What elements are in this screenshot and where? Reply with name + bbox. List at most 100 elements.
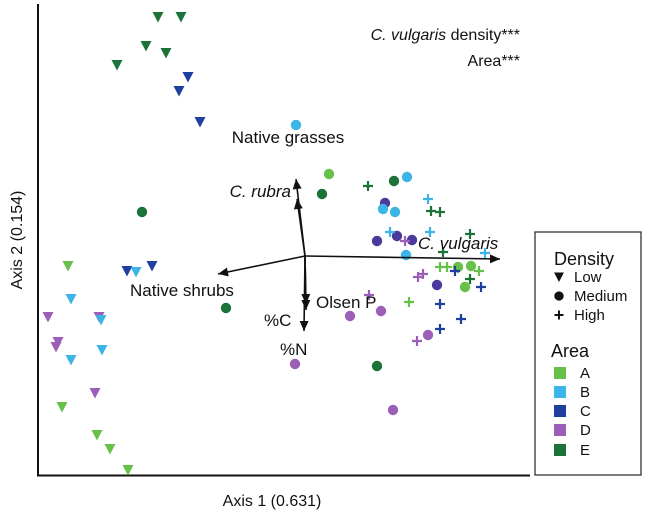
data-point-E-medium [388, 175, 400, 187]
vector-line [303, 255, 306, 332]
data-point-A-low [104, 444, 116, 455]
data-point-E-medium [220, 302, 232, 314]
arrowhead-icon [292, 179, 302, 190]
vector-label: %N [280, 340, 307, 359]
legend-box [534, 231, 642, 476]
data-point-C-high [476, 282, 486, 292]
data-point-A-low [91, 430, 103, 441]
data-point-E-low [152, 12, 164, 23]
points-layer [42, 12, 490, 476]
vectors-layer: Native grasses C. rubra C. vulgaris Native … [130, 128, 501, 359]
legend-swatch-d [554, 424, 566, 436]
legend-area-d: D [580, 422, 591, 439]
data-point-C-low [173, 86, 185, 97]
data-point-B-low [95, 315, 107, 326]
data-point-E-low [111, 60, 123, 71]
arrowhead-icon [489, 254, 500, 264]
data-point-A-low [122, 465, 134, 476]
arrowhead-icon [293, 199, 303, 210]
data-point-C-low [182, 72, 194, 83]
data-point-B-low [130, 267, 142, 278]
data-point-C-high [450, 266, 460, 276]
data-point-E-high [426, 206, 436, 216]
data-point-E-high [465, 229, 475, 239]
data-point-B-low [96, 345, 108, 356]
data-point-E-high [363, 181, 373, 191]
legend-plus-icon [554, 310, 564, 320]
data-point-C-low [121, 266, 133, 277]
legend-swatch-b [554, 386, 566, 398]
data-point-A-high [474, 266, 484, 276]
data-point-E-medium [316, 188, 328, 200]
vector-label: C. rubra [230, 182, 291, 201]
arrowhead-icon [218, 267, 229, 277]
legend-area-b: B [580, 384, 590, 401]
data-point-B-low [65, 294, 77, 305]
arrowhead-icon [299, 320, 309, 331]
data-point-D-low [89, 388, 101, 399]
annotation-density: C. vulgaris density*** [371, 27, 520, 44]
data-point-D-low [50, 342, 62, 353]
data-point-C-low [146, 261, 158, 272]
data-point-B-medium [389, 206, 401, 218]
data-point-B-high [480, 248, 490, 258]
data-point-B-medium [290, 119, 302, 131]
x-axis-label: Axis 1 (0.631) [223, 493, 322, 510]
data-point-D-medium [387, 404, 399, 416]
legend-area-c: C [580, 403, 591, 420]
data-point-D-high [400, 236, 410, 246]
annotation-area: Area*** [468, 53, 520, 70]
data-point-C-low [194, 117, 206, 128]
legend-density-medium: Medium [574, 288, 627, 305]
data-point-D-high [364, 290, 374, 300]
data-point-D-high [412, 336, 422, 346]
data-point-E-low [160, 48, 172, 59]
legend-density-title: Density [554, 249, 614, 269]
data-point-B-medium [377, 203, 389, 215]
data-point-C-medium [391, 230, 403, 242]
data-point-D-medium [375, 305, 387, 317]
legend-density-high: High [574, 307, 605, 324]
data-point-A-low [62, 261, 74, 272]
data-point-B-low [65, 355, 77, 366]
data-point-E-low [140, 41, 152, 52]
vector-label: Native grasses [232, 128, 344, 147]
data-point-A-medium [459, 281, 471, 293]
data-point-E-medium [136, 206, 148, 218]
legend-swatch-c [554, 405, 566, 417]
data-point-B-high [425, 227, 435, 237]
vector-label: Olsen P [316, 293, 376, 312]
legend-circle-icon [554, 291, 564, 301]
data-point-A-low [56, 402, 68, 413]
data-point-A-high [404, 297, 414, 307]
data-point-B-medium [401, 171, 413, 183]
data-point-C-high [435, 324, 445, 334]
vector-line [217, 255, 306, 275]
y-axis-label: Axis 2 (0.154) [9, 191, 26, 290]
legend-area-title: Area [551, 341, 590, 361]
data-point-D-low [42, 312, 54, 323]
data-point-D-high [418, 269, 428, 279]
vector-label: C. vulgaris [418, 234, 499, 253]
vector-label: %C [264, 311, 291, 330]
vector-line [304, 255, 501, 260]
data-point-E-high [438, 247, 448, 257]
legend-triangle-down-icon [554, 272, 564, 282]
data-point-B-medium [400, 249, 412, 261]
data-point-B-high [385, 227, 395, 237]
data-point-C-high [456, 314, 466, 324]
data-point-D-medium [344, 310, 356, 322]
data-point-A-high [442, 262, 452, 272]
data-point-C-medium [431, 279, 443, 291]
vector-label: Native shrubs [130, 281, 234, 300]
data-point-E-medium [371, 360, 383, 372]
data-point-D-medium [289, 358, 301, 370]
data-point-C-medium [406, 234, 418, 246]
data-point-C-medium [371, 235, 383, 247]
legend-area-a: A [580, 365, 590, 382]
legend-density-low: Low [574, 269, 602, 286]
data-point-E-high [435, 207, 445, 217]
arrowhead-icon [301, 299, 311, 310]
legend-swatch-e [554, 444, 566, 456]
